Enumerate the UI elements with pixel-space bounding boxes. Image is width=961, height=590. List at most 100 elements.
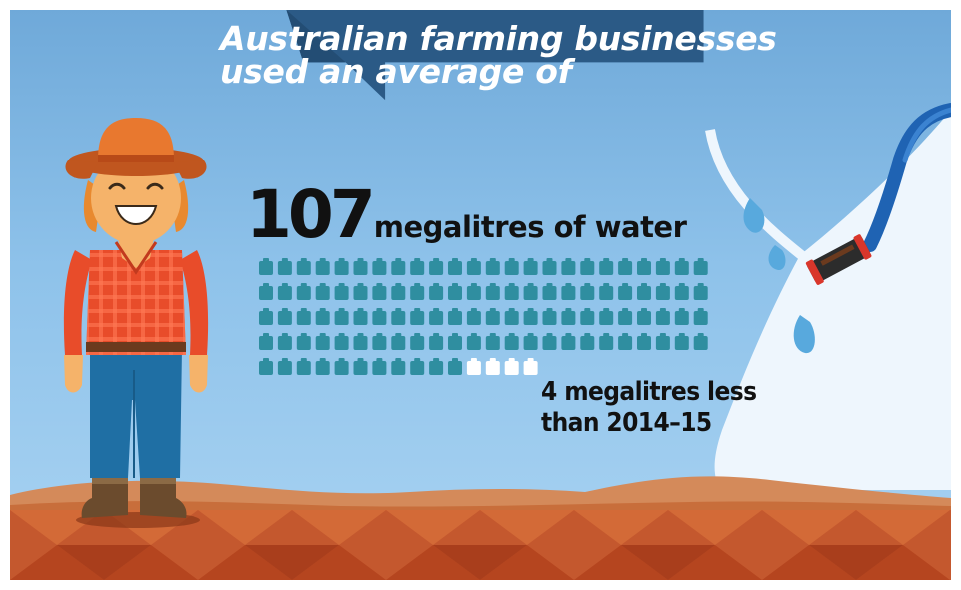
water-tank-icon	[485, 333, 500, 350]
water-tank-icon	[410, 308, 425, 325]
water-tank-icon	[334, 358, 349, 375]
comparison-note: 4 megalitres less than 2014–15	[541, 377, 757, 439]
water-tank-icon	[599, 283, 614, 300]
water-tank-icon	[523, 283, 538, 300]
water-drop-2	[793, 315, 815, 354]
water-tank-icon	[485, 283, 500, 300]
water-tank-icon	[637, 308, 651, 325]
water-tank-icon	[353, 333, 368, 350]
water-tank-icon	[448, 283, 462, 300]
water-tank-icon	[542, 283, 557, 300]
water-tank-icon	[410, 283, 425, 300]
water-tank-icon	[561, 258, 576, 275]
water-tank-icon	[523, 333, 538, 350]
water-tank-icon	[618, 333, 633, 350]
water-tank-icon	[429, 283, 444, 300]
water-tank-icon	[599, 308, 614, 325]
water-tank-icon	[353, 358, 368, 375]
water-tank-icon	[315, 333, 330, 350]
title-line-2: used an average of	[220, 52, 572, 91]
water-tank-icon	[523, 308, 538, 325]
headline: 107megalitres of water	[246, 176, 687, 253]
water-tank-icon	[296, 358, 311, 375]
water-tank-icon	[277, 358, 292, 375]
water-tank-icon	[599, 258, 614, 275]
water-tank-icon	[372, 358, 387, 375]
water-tank-icon	[580, 333, 595, 350]
water-tank-icon	[429, 258, 444, 275]
water-tank-icon	[485, 258, 500, 275]
water-tank-icon	[429, 333, 444, 350]
water-tank-icon	[561, 308, 576, 325]
water-tank-icon	[485, 308, 500, 325]
water-tank-icon	[655, 258, 670, 275]
water-tank-icon	[466, 333, 481, 350]
water-tank-icon	[542, 308, 557, 325]
water-tank-icon	[410, 258, 425, 275]
water-tank-icon	[372, 283, 387, 300]
infographic: Australian farming businesses used an av…	[10, 10, 951, 580]
water-tank-icon	[618, 258, 633, 275]
water-tank-icon	[277, 283, 292, 300]
water-tank-icon	[618, 283, 633, 300]
water-tank-icon	[410, 358, 425, 375]
water-tank-icon	[580, 258, 595, 275]
water-tank-icon	[372, 258, 387, 275]
comparison-note-line-1: 4 megalitres less	[541, 377, 757, 407]
background-scene	[10, 103, 951, 580]
water-tank-icon	[334, 308, 349, 325]
water-tank-icon	[655, 333, 670, 350]
water-tank-icon	[296, 308, 311, 325]
water-tank-icon	[448, 308, 462, 325]
water-tank-icon	[580, 308, 595, 325]
water-tank-icon	[259, 258, 273, 275]
title-line-1: Australian farming businesses	[220, 19, 777, 58]
water-tank-icon	[277, 258, 292, 275]
water-tank-icon	[391, 308, 406, 325]
water-tank-icon	[296, 258, 311, 275]
water-tank-icon	[693, 308, 708, 325]
water-tank-icon	[315, 308, 330, 325]
water-tank-icon	[637, 333, 651, 350]
water-tank-icon	[674, 333, 689, 350]
water-tank-icon	[448, 333, 462, 350]
water-tank-icon	[315, 283, 330, 300]
water-tank-pictogram	[259, 258, 708, 375]
water-tank-icon	[674, 258, 689, 275]
water-tank-icon	[296, 333, 311, 350]
water-tank-icon	[296, 283, 311, 300]
water-tank-icon	[334, 333, 349, 350]
water-tank-icon	[448, 358, 462, 375]
water-tank-icon	[334, 283, 349, 300]
water-tank-icon	[429, 358, 444, 375]
water-tank-icon	[466, 258, 481, 275]
water-tank-icon	[448, 258, 462, 275]
water-tank-icon	[655, 283, 670, 300]
water-tank-icon	[693, 333, 708, 350]
water-spray-edge	[705, 129, 809, 262]
water-tank-icon	[693, 283, 708, 300]
water-tank-icon	[372, 308, 387, 325]
water-tank-icon	[466, 283, 481, 300]
water-tank-icon	[353, 258, 368, 275]
water-drop-1	[743, 198, 765, 233]
water-tank-icon	[391, 283, 406, 300]
water-tank-icon	[315, 258, 330, 275]
water-tank-icon	[466, 308, 481, 325]
water-tank-icon	[655, 308, 670, 325]
water-tank-icon	[674, 308, 689, 325]
hose-nozzle-icon	[805, 234, 872, 285]
water-tank-icon	[504, 308, 519, 325]
water-usage-value: 107	[246, 176, 376, 253]
water-tank-icon	[637, 258, 651, 275]
water-tank-icon	[391, 333, 406, 350]
water-tank-icon	[561, 333, 576, 350]
water-tank-icon	[599, 333, 614, 350]
water-tank-icon	[637, 283, 651, 300]
water-tank-icon	[353, 308, 368, 325]
comparison-note-line-2: than 2014–15	[541, 408, 712, 438]
water-tank-icon	[504, 333, 519, 350]
water-tank-icon	[580, 283, 595, 300]
water-tank-icon	[618, 308, 633, 325]
title-banner	[286, 10, 704, 101]
